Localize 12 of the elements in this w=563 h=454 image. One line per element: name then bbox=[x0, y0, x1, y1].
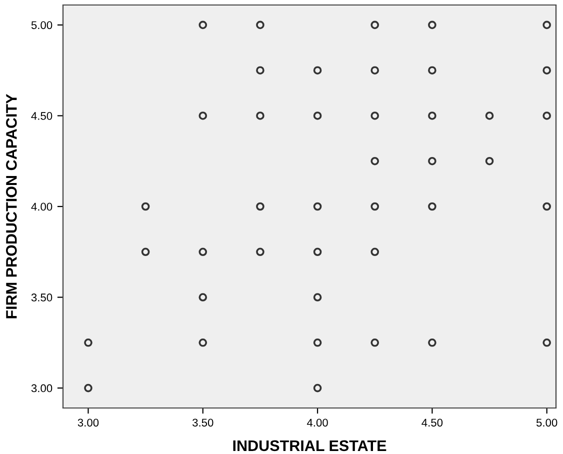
y-tick-label: 4.00 bbox=[31, 202, 52, 211]
y-tick-label: 3.50 bbox=[31, 294, 52, 302]
x-tick-label: 4.50 bbox=[422, 418, 443, 427]
x-tick-label: 4.00 bbox=[306, 418, 328, 427]
x-tick-label: 5.00 bbox=[536, 418, 558, 427]
x-axis-title: INDUSTRIAL ESTATE bbox=[233, 440, 386, 452]
x-tick-label: 3.00 bbox=[78, 418, 99, 427]
y-tick-label: 3.00 bbox=[31, 384, 52, 392]
y-axis-title: FIRM PRODUCTION CAPACITY bbox=[6, 94, 17, 318]
y-tick-label: 4.50 bbox=[31, 112, 52, 120]
x-tick-label: 3.50 bbox=[192, 418, 214, 427]
y-tick-label: 5.00 bbox=[31, 21, 52, 30]
